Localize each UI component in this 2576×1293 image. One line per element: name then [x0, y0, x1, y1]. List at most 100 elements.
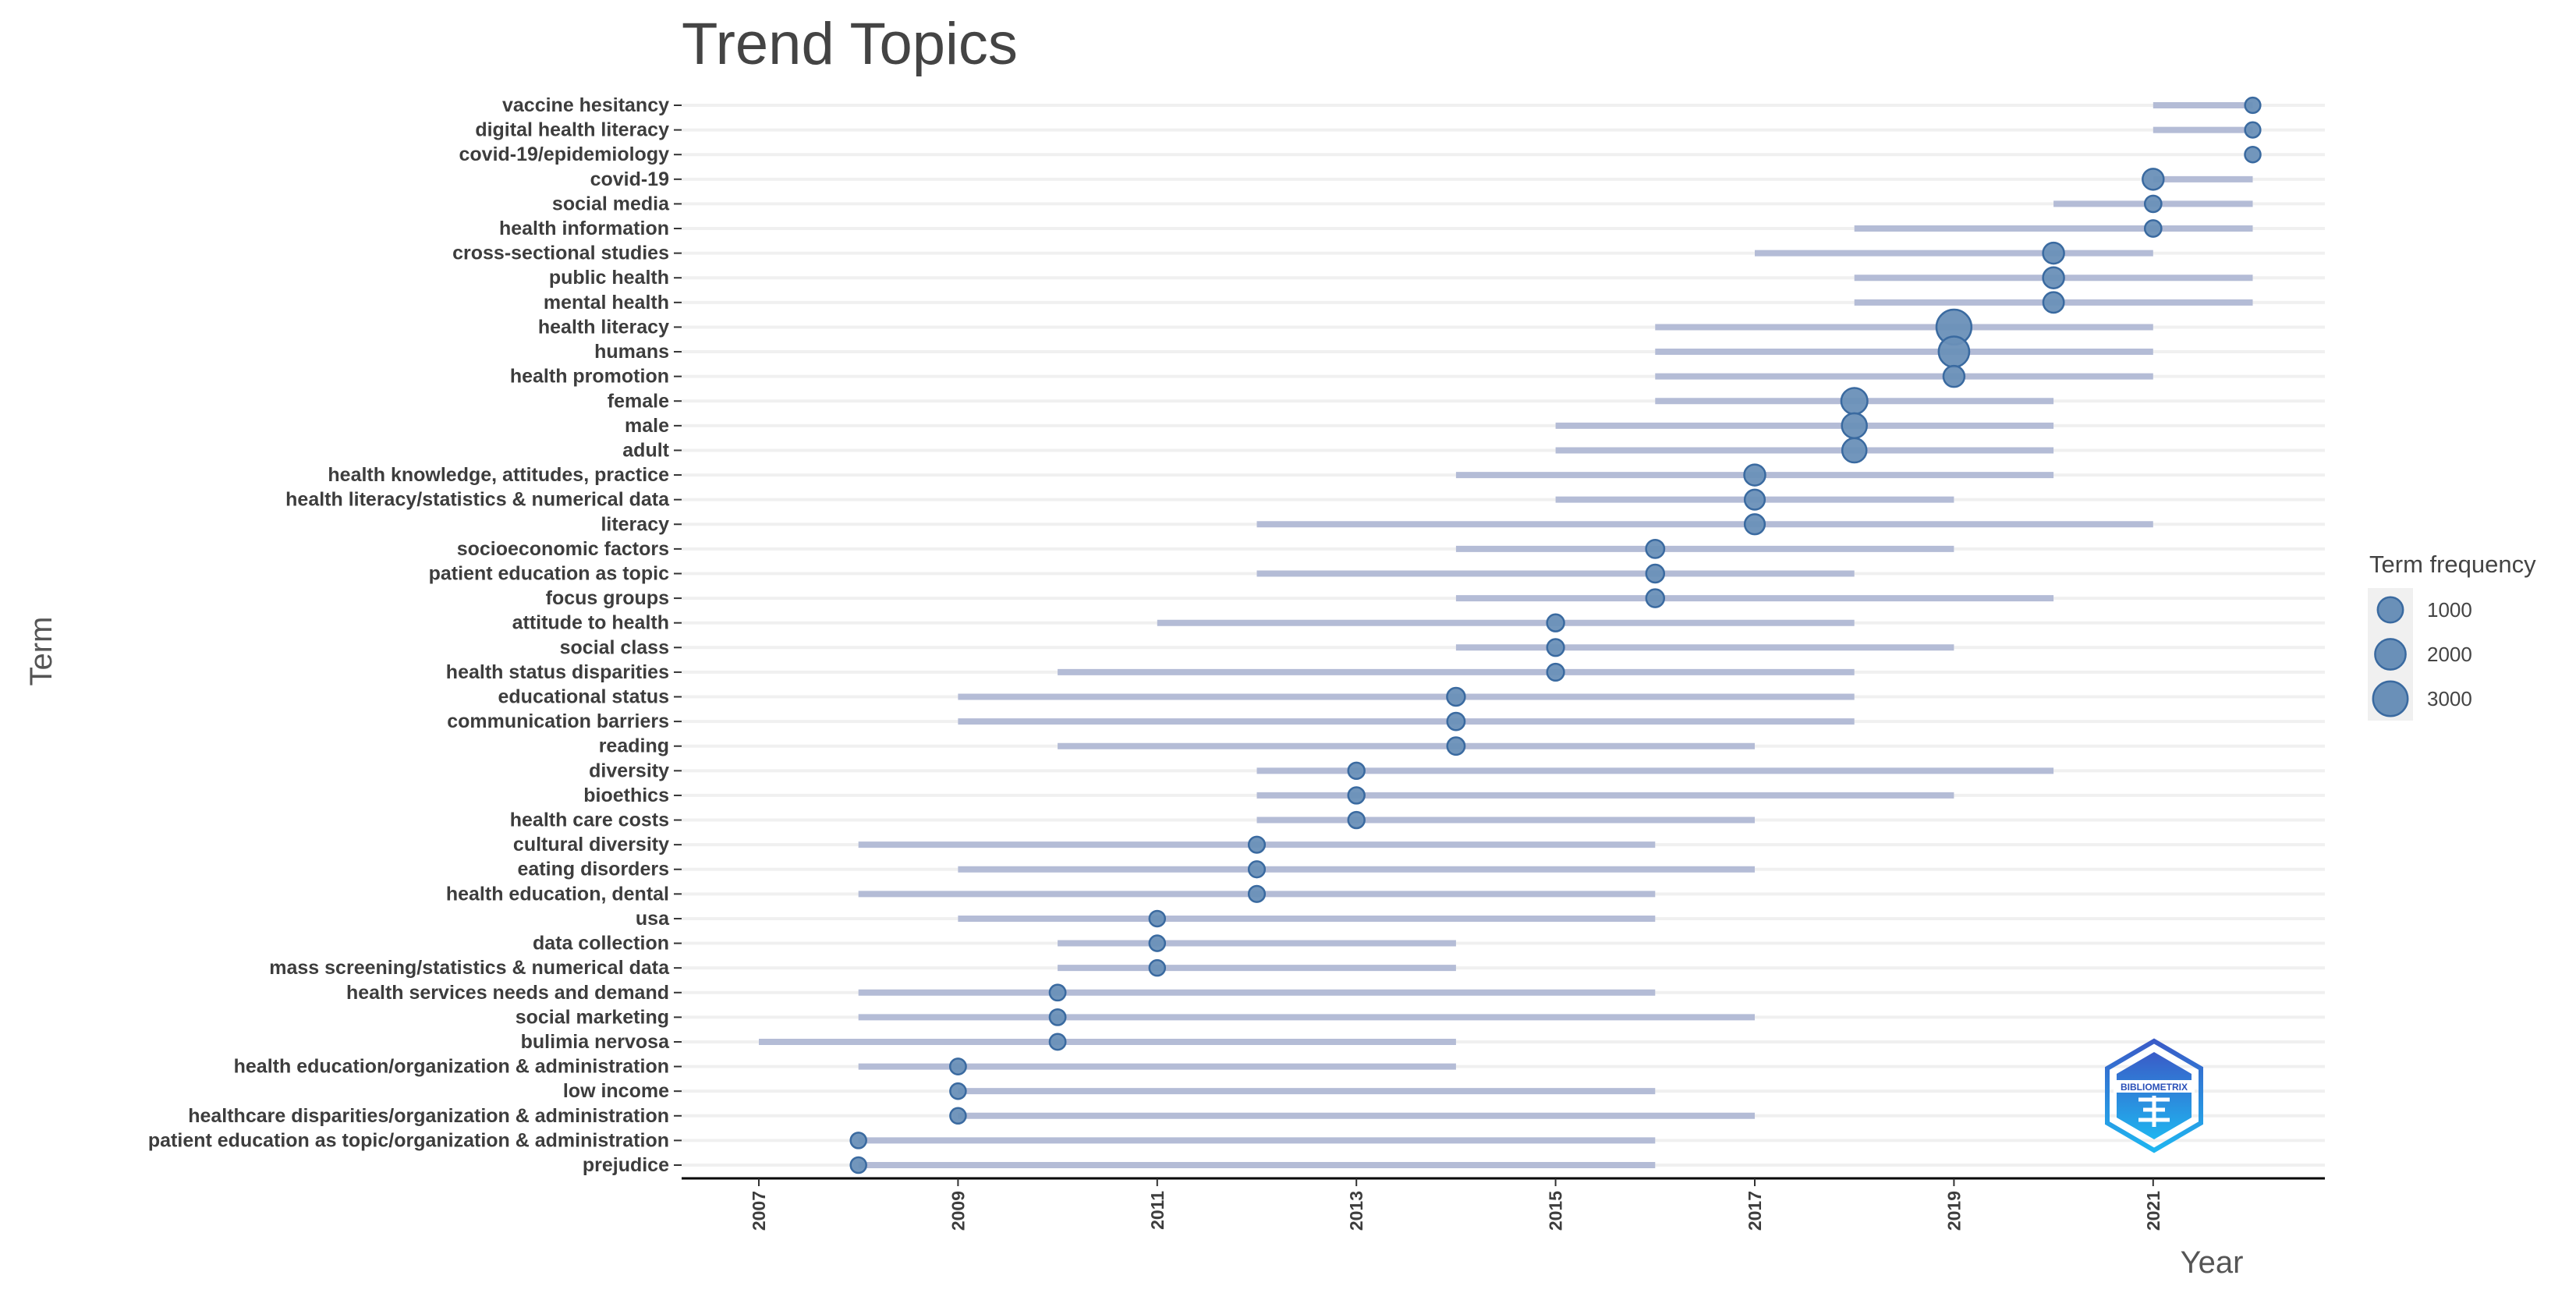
- y-tick-label: health literacy/statistics & numerical d…: [285, 489, 670, 511]
- term-point: [1048, 1033, 1067, 1051]
- y-tick-label: prejudice: [583, 1154, 669, 1176]
- term-point: [1247, 860, 1267, 879]
- term-point: [849, 1132, 867, 1150]
- y-tick-label: vaccine hesitancy: [502, 94, 669, 116]
- y-tick-label: literacy: [601, 513, 669, 535]
- term-point: [1546, 638, 1565, 657]
- term-point: [1148, 934, 1167, 952]
- term-point: [2143, 194, 2163, 214]
- y-tick-label: cross-sectional studies: [452, 243, 669, 264]
- y-tick-label: attitude to health: [512, 612, 669, 634]
- y-tick-label: mental health: [544, 292, 669, 314]
- term-point: [849, 1156, 867, 1174]
- legend: Term frequency 1000 2000 3000: [2368, 551, 2536, 721]
- y-tick-label: reading: [599, 735, 669, 757]
- term-point: [2042, 291, 2065, 314]
- term-point: [1347, 786, 1366, 805]
- term-point: [2042, 241, 2065, 265]
- term-point: [2142, 168, 2165, 191]
- term-point: [1937, 335, 1971, 368]
- term-point: [948, 1057, 967, 1076]
- term-point: [1645, 588, 1666, 608]
- range-lines: [759, 102, 2253, 1168]
- x-axis: 2007 2009 2011 2013 2015 2017 2019 2021: [682, 1177, 2325, 1231]
- term-point: [1347, 810, 1366, 830]
- x-tick-label: 2007: [749, 1191, 769, 1231]
- y-tick-label: communication barriers: [447, 710, 669, 732]
- y-tick-label: cultural diversity: [513, 834, 669, 856]
- x-tick-label: 2013: [1346, 1191, 1366, 1231]
- y-tick-label: diversity: [589, 760, 669, 781]
- term-point: [1841, 412, 1868, 440]
- x-tick-label: 2019: [1944, 1191, 1964, 1231]
- legend-key: [2376, 596, 2404, 624]
- y-tick-label: covid-19: [590, 168, 669, 190]
- y-tick-label: public health: [549, 267, 669, 289]
- x-tick-label: 2009: [948, 1191, 968, 1231]
- y-tick-label: eating disorders: [518, 859, 670, 880]
- term-point: [1247, 835, 1267, 854]
- term-point: [1148, 909, 1167, 928]
- y-tick-label: humans: [594, 341, 669, 363]
- legend-key: [2372, 680, 2409, 717]
- y-tick-label: data collection: [533, 933, 669, 955]
- term-point: [949, 1107, 967, 1125]
- x-tick-label: 2015: [1546, 1191, 1566, 1231]
- y-tick-label: focus groups: [546, 587, 669, 609]
- y-tick-label: health status disparities: [446, 661, 669, 683]
- legend-title: Term frequency: [2369, 551, 2536, 578]
- legend-key: [2374, 638, 2407, 671]
- term-point: [1148, 958, 1167, 977]
- y-tick-label: social marketing: [516, 1006, 669, 1028]
- y-tick-label: patient education as topic: [429, 562, 669, 584]
- x-axis-title: Year: [2181, 1245, 2244, 1280]
- term-point: [1347, 761, 1366, 781]
- y-tick-label: educational status: [498, 686, 670, 708]
- term-point: [1743, 488, 1766, 511]
- term-point: [1446, 686, 1466, 707]
- legend-label: 3000: [2427, 687, 2472, 710]
- term-point: [1743, 513, 1766, 536]
- term-point: [2244, 96, 2262, 115]
- y-tick-label: patient education as topic/organization …: [148, 1129, 669, 1151]
- term-point: [1446, 711, 1466, 732]
- y-tick-label: social class: [560, 636, 669, 658]
- y-tick-label: health literacy: [538, 316, 669, 338]
- y-tick-label: mass screening/statistics & numerical da…: [269, 957, 670, 979]
- y-tick-label: female: [608, 390, 669, 412]
- y-axis: vaccine hesitancy digital health literacy…: [148, 94, 682, 1176]
- y-tick-label: healthcare disparities/organization & ad…: [188, 1105, 669, 1127]
- term-point: [1841, 437, 1868, 464]
- y-tick-label: socioeconomic factors: [457, 538, 669, 560]
- bibliometrix-logo: BIBLIOMETRIX: [2105, 1038, 2203, 1153]
- term-point: [1942, 364, 1966, 388]
- term-point: [1840, 387, 1869, 416]
- y-tick-label: usa: [636, 908, 670, 930]
- term-point: [2042, 266, 2065, 289]
- x-tick-label: 2017: [1745, 1191, 1765, 1231]
- y-tick-label: health services needs and demand: [346, 982, 669, 1004]
- y-tick-label: health education, dental: [446, 883, 669, 905]
- svg-text:BIBLIOMETRIX: BIBLIOMETRIX: [2121, 1082, 2188, 1093]
- y-tick-label: digital health literacy: [475, 119, 669, 141]
- term-point: [949, 1082, 967, 1100]
- term-point: [1645, 563, 1666, 584]
- term-point: [1743, 463, 1766, 487]
- term-point: [1446, 736, 1466, 756]
- y-tick-label: male: [625, 415, 669, 437]
- x-tick-label: 2011: [1147, 1191, 1168, 1230]
- y-tick-label: covid-19/epidemiology: [459, 143, 669, 165]
- term-point: [1247, 884, 1267, 903]
- term-point: [2143, 219, 2163, 238]
- chart-title: Trend Topics: [682, 11, 1018, 77]
- gridlines: [682, 104, 2325, 1167]
- y-tick-label: adult: [622, 439, 669, 461]
- term-point: [1048, 1008, 1067, 1026]
- term-point: [1546, 613, 1565, 632]
- points: [849, 96, 2262, 1174]
- term-point: [1048, 983, 1067, 1002]
- y-tick-label: health information: [499, 218, 669, 239]
- x-tick-label: 2021: [2143, 1191, 2163, 1231]
- legend-label: 2000: [2427, 643, 2472, 666]
